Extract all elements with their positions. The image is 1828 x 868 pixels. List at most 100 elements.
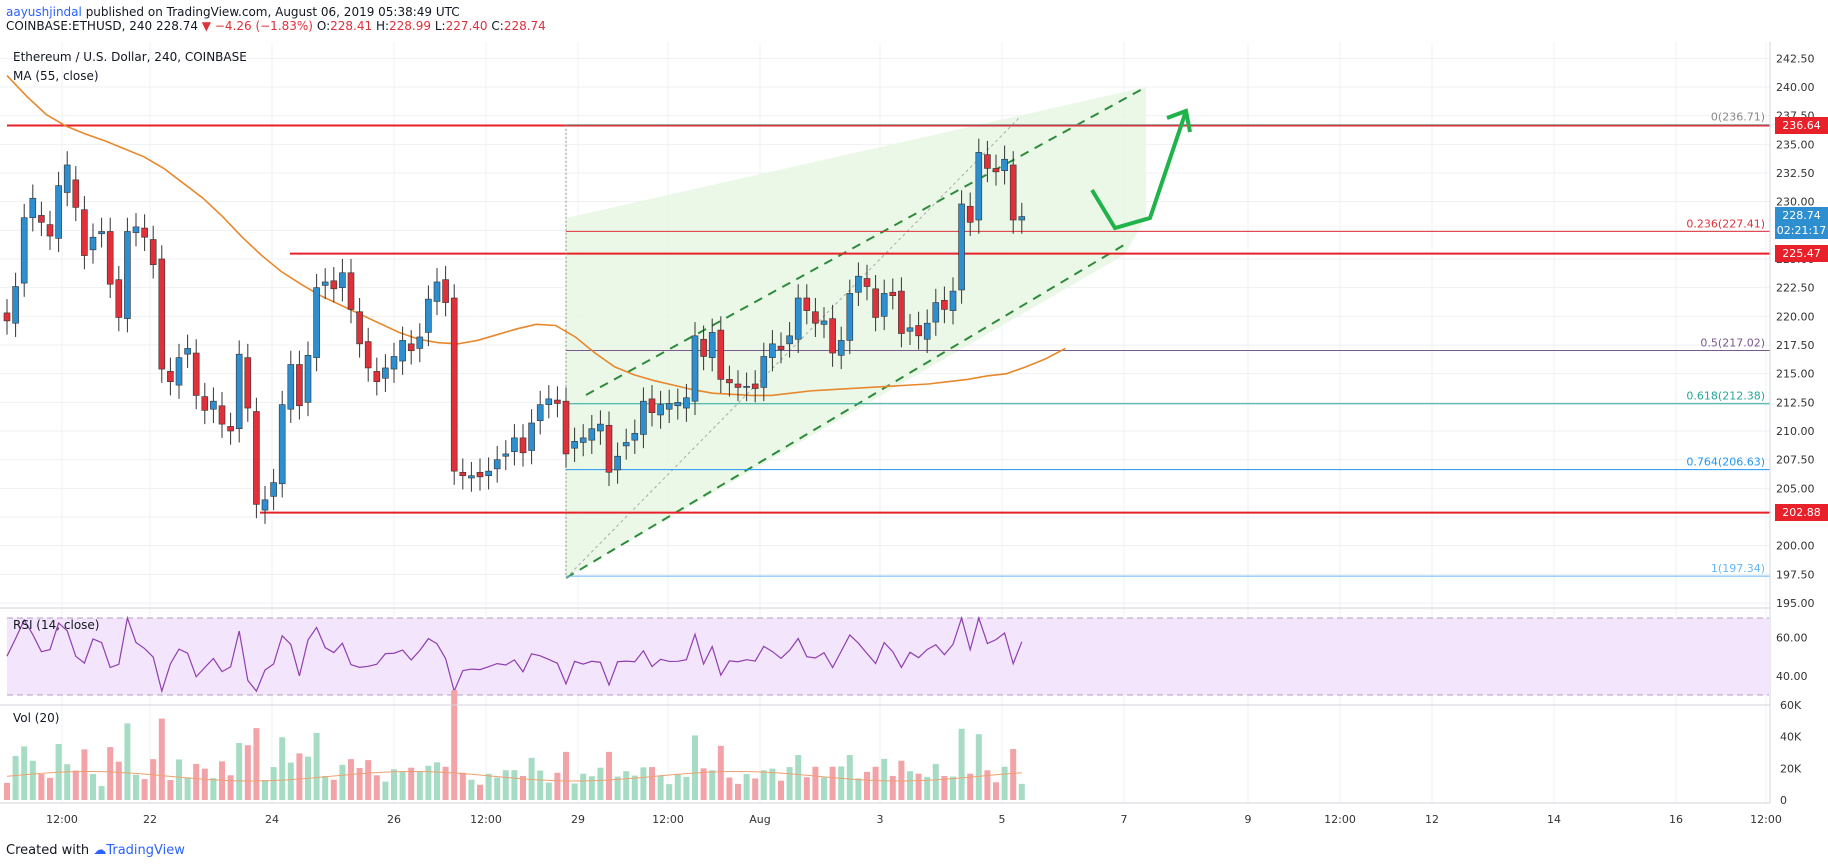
volume-bar (201, 768, 208, 800)
high-label: H: (375, 19, 390, 33)
candle-body (915, 325, 922, 337)
volume-bar (339, 764, 346, 800)
volume-bar (365, 760, 372, 800)
volume-bar (391, 769, 397, 800)
rsi-legend[interactable]: RSI (14, close) (13, 618, 100, 632)
candle-body (98, 231, 105, 235)
volume-bar (287, 762, 294, 800)
candle-body (356, 311, 363, 345)
candle-body (149, 239, 157, 266)
volume-bar (1018, 783, 1025, 800)
candle-body (167, 371, 174, 382)
volume-bar (47, 777, 53, 800)
candle-body (235, 353, 243, 430)
volume-bar (692, 735, 698, 800)
candle-body (674, 402, 682, 407)
candle-body (1009, 164, 1017, 221)
volume-bar (356, 768, 363, 800)
candle-body (657, 404, 664, 416)
candle-body (296, 364, 303, 407)
volume-bar (382, 781, 389, 800)
candle-body (708, 332, 716, 358)
candle-body (958, 203, 965, 291)
price-tick: 212.50 (1776, 396, 1815, 409)
candle-body (433, 281, 441, 302)
author-link[interactable]: aayushjindal (6, 5, 82, 19)
volume-bar (107, 747, 114, 800)
candle-body (984, 154, 991, 169)
volume-tick: 0 (1780, 794, 1787, 807)
volume-legend[interactable]: Vol (20) (13, 711, 60, 725)
volume-bar (98, 786, 105, 800)
fib-label: 0.236(227.41) (1686, 217, 1765, 230)
volume-bar (975, 734, 982, 800)
candle-body (614, 455, 621, 471)
price-tick: 222.50 (1776, 282, 1815, 295)
candle-body (519, 437, 527, 454)
volume-bar (881, 758, 888, 800)
low-label: L: (434, 19, 446, 33)
candle-body (545, 398, 553, 405)
volume-bar (477, 784, 483, 800)
fib-label: 0.764(206.63) (1686, 456, 1765, 469)
candle-body (399, 340, 406, 362)
candle-body (141, 227, 148, 238)
publish-info: published on TradingView.com, August 06,… (85, 5, 460, 19)
candle-body (691, 335, 699, 402)
volume-bar (141, 779, 148, 800)
last-price: 228.74 (155, 19, 198, 33)
candle-body (1018, 216, 1026, 221)
symbol-label: COINBASE:ETHUSD, 240 (6, 19, 153, 33)
time-tick: 14 (1547, 813, 1561, 826)
tradingview-logo-icon: ☁ (93, 843, 107, 858)
candle-body (597, 423, 604, 432)
volume-bar (322, 775, 329, 800)
volume-bar (769, 768, 776, 800)
candle-body (124, 231, 131, 319)
volume-bar (700, 768, 707, 800)
tradingview-link[interactable]: TradingView (106, 843, 185, 858)
volume-bar (1010, 749, 1017, 800)
candle-body (837, 340, 845, 356)
candle-body (760, 356, 768, 388)
candle-body (12, 286, 19, 324)
candle-body (898, 290, 905, 334)
candle-body (175, 357, 183, 386)
volume-bar (296, 753, 303, 800)
volume-bar (442, 766, 449, 800)
candle-body (29, 197, 37, 219)
candle-body (253, 411, 260, 505)
candle-body (855, 275, 862, 293)
volume-bar (666, 784, 673, 800)
volume-bar (90, 774, 96, 800)
rsi-tick: 60.00 (1776, 631, 1808, 644)
time-tick: 26 (387, 813, 401, 826)
price-tick: 217.50 (1776, 339, 1815, 352)
volume-bar (760, 770, 767, 800)
candle-body (313, 287, 320, 358)
open-label: O: (316, 19, 331, 33)
ma55-line (6, 74, 1066, 397)
candle-body (631, 432, 639, 441)
candle-body (648, 398, 656, 413)
volume-bar (176, 759, 182, 800)
price-tick: 207.50 (1776, 454, 1815, 467)
price-channel (565, 86, 1147, 579)
candle-body (536, 404, 544, 421)
ma-legend[interactable]: MA (55, close) (13, 69, 99, 83)
volume-bar (838, 766, 845, 800)
candle-body (932, 302, 940, 323)
time-tick: 3 (877, 813, 884, 826)
candle-body (571, 441, 578, 449)
candle-body (20, 217, 28, 284)
volume-bar (502, 770, 509, 800)
volume-bar (752, 778, 759, 800)
volume-bar (279, 737, 286, 800)
candle-body (81, 209, 88, 256)
candle-body (339, 272, 346, 288)
volume-bar (743, 774, 750, 800)
candles (3, 138, 1026, 524)
candle-body (502, 453, 510, 457)
candle-body (132, 226, 140, 233)
